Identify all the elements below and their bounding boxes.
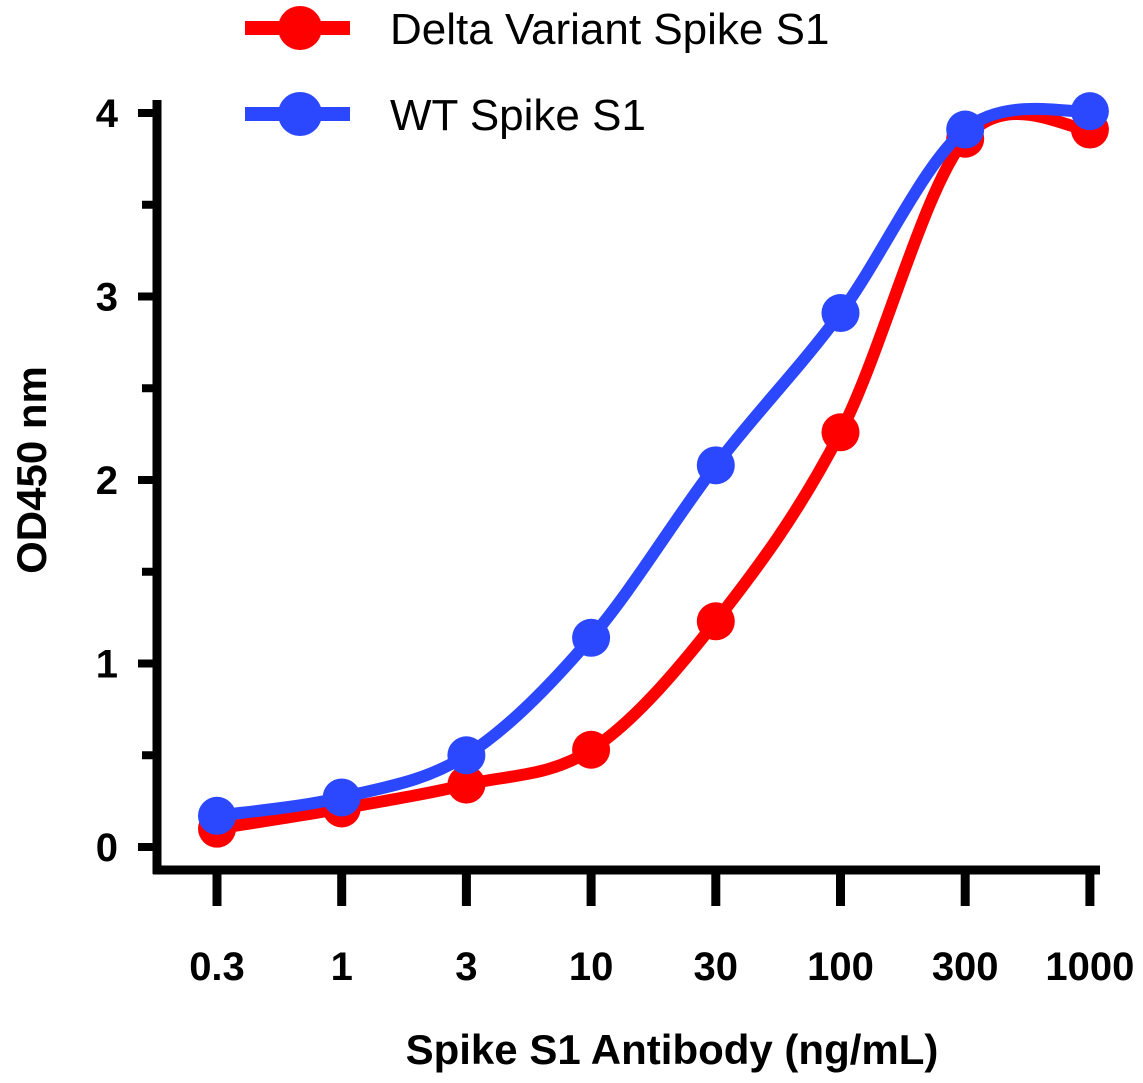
- data-point: [696, 602, 735, 641]
- data-point: [821, 413, 860, 452]
- series-layer: [198, 92, 1109, 848]
- data-point: [1070, 92, 1109, 131]
- y-tick-label: 4: [96, 92, 119, 136]
- y-axis-title: OD450 nm: [8, 366, 55, 574]
- legend-label: Delta Variant Spike S1: [390, 5, 829, 54]
- y-tick-label: 2: [96, 459, 118, 503]
- x-tick-label: 100: [807, 945, 874, 989]
- legend-marker: [278, 6, 322, 50]
- y-tick-label: 0: [96, 826, 118, 870]
- x-tick-label: 1: [331, 945, 353, 989]
- series-wt: [198, 92, 1109, 835]
- data-point: [696, 446, 735, 485]
- legend-marker: [278, 92, 322, 136]
- data-point: [198, 796, 236, 835]
- x-tick-label: 30: [694, 945, 739, 989]
- y-tick-label: 3: [96, 276, 118, 320]
- x-tick-label: 3: [455, 945, 477, 989]
- x-axis-title: Spike S1 Antibody (ng/mL): [406, 1026, 939, 1073]
- x-tick-label: 0.3: [189, 945, 245, 989]
- legend: Delta Variant Spike S1 WT Spike S1: [245, 5, 829, 140]
- data-point: [447, 765, 486, 804]
- data-point: [447, 736, 486, 775]
- x-tick-label: 300: [932, 945, 999, 989]
- data-point: [322, 778, 361, 817]
- legend-item: Delta Variant Spike S1: [245, 5, 829, 54]
- x-tick-label: 1000: [1045, 945, 1134, 989]
- series-delta: [198, 108, 1109, 848]
- data-point: [572, 618, 611, 657]
- data-point: [946, 110, 985, 149]
- x-tick-label: 10: [569, 945, 614, 989]
- data-point: [821, 294, 860, 333]
- series-curve: [211, 108, 1096, 835]
- series-curve: [211, 102, 1096, 822]
- legend-label: WT Spike S1: [390, 91, 646, 140]
- data-point: [572, 730, 611, 769]
- y-tick-label: 1: [96, 643, 118, 687]
- legend-item: WT Spike S1: [245, 91, 646, 140]
- axes: 0 1 2 3 4 0.3 1 3 10 30 100 300 1000: [96, 92, 1135, 989]
